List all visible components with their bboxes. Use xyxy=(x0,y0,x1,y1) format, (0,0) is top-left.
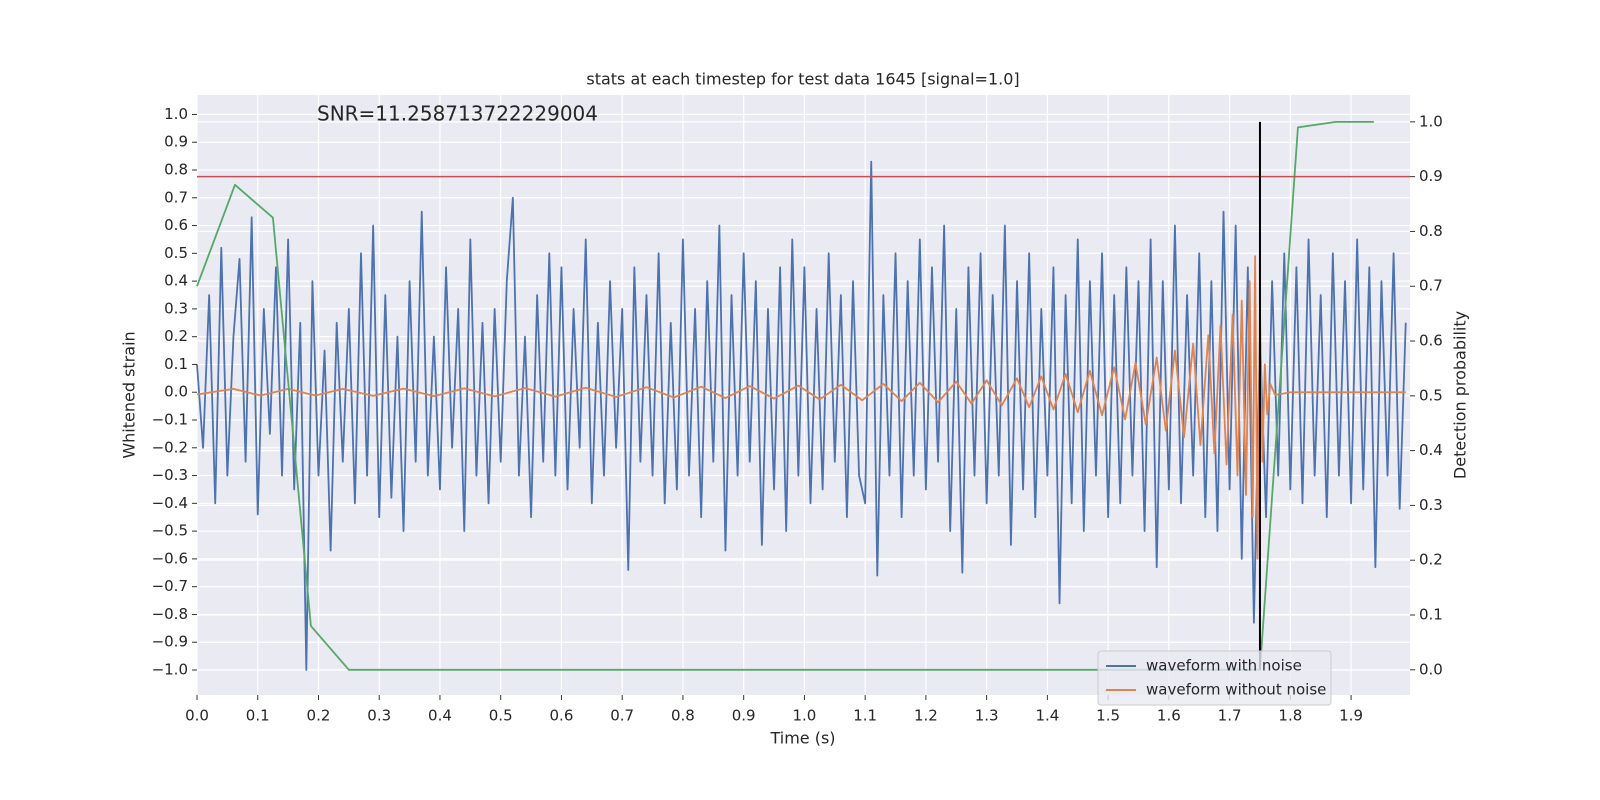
y-tick-label: −0.7 xyxy=(152,577,188,595)
x-tick-label: 1.0 xyxy=(792,707,816,725)
y-tick-label: 0.7 xyxy=(164,188,188,206)
x-tick-label: 0.4 xyxy=(428,707,452,725)
series-line xyxy=(196,160,1407,671)
y2-tick-label: 0.5 xyxy=(1419,386,1443,404)
x-tick-label: 0.5 xyxy=(489,707,513,725)
legend-box xyxy=(1097,650,1332,706)
y-tick-label: −0.1 xyxy=(152,411,188,429)
x-tick-label: 0.2 xyxy=(307,707,331,725)
x-tick-label: 1.9 xyxy=(1339,707,1363,725)
y2-tick-label: 0.2 xyxy=(1419,551,1443,569)
legend: waveform with noise waveform without nois… xyxy=(1097,650,1332,706)
chart-title: stats at each timestep for test data 164… xyxy=(586,70,1019,89)
x-tick-label: 1.6 xyxy=(1157,707,1181,725)
y2-tick-label: 0.4 xyxy=(1419,441,1443,459)
y2-tick-label: 0.7 xyxy=(1419,277,1443,295)
y-tick-label: 0.1 xyxy=(164,355,188,373)
y-tick-label: 0.0 xyxy=(164,383,188,401)
y-tick-label: −0.6 xyxy=(152,549,188,567)
y-tick-label: 0.5 xyxy=(164,244,188,262)
x-axis-label: Time (s) xyxy=(769,729,835,748)
x-tick-label: 0.9 xyxy=(732,707,756,725)
x-tick-label: 1.2 xyxy=(914,707,938,725)
y-tick-label: −0.8 xyxy=(152,605,188,623)
y-tick-label: −0.2 xyxy=(152,438,188,456)
marks xyxy=(196,120,1410,671)
y-tick-label: −1.0 xyxy=(152,661,188,679)
x-tick-label: 1.5 xyxy=(1096,707,1120,725)
y2-tick-label: 0.9 xyxy=(1419,167,1443,185)
annotation: SNR=11.258713722229004 xyxy=(317,102,598,126)
x-tick-label: 0.0 xyxy=(185,707,209,725)
x-tick-label: 1.7 xyxy=(1218,707,1242,725)
y-tick-label: 0.2 xyxy=(164,327,188,345)
y-tick-label: −0.9 xyxy=(152,633,188,651)
y-tick-label: 0.4 xyxy=(164,272,188,290)
x-tick-label: 0.6 xyxy=(550,707,574,725)
y2-axis-label: Detection probability xyxy=(1451,311,1470,479)
y-tick-label: 0.6 xyxy=(164,216,188,234)
y2-tick-label: 0.8 xyxy=(1419,222,1443,240)
legend-label: waveform with noise xyxy=(1146,657,1302,675)
y2-tick-label: 0.3 xyxy=(1419,496,1443,514)
y2-tick-label: 1.0 xyxy=(1419,112,1443,130)
x-tick-label: 1.8 xyxy=(1278,707,1302,725)
series-line xyxy=(196,255,1406,560)
x-tick-label: 0.8 xyxy=(671,707,695,725)
x-tick-label: 1.1 xyxy=(853,707,877,725)
legend-label: waveform without noise xyxy=(1146,681,1326,699)
y-tick-label: −0.5 xyxy=(152,522,188,540)
y-tick-label: 0.9 xyxy=(164,133,188,151)
x-tick-label: 0.7 xyxy=(610,707,634,725)
y-tick-label: −0.3 xyxy=(152,466,188,484)
x-tick-label: 0.1 xyxy=(246,707,270,725)
y-tick-label: 0.3 xyxy=(164,299,188,317)
y-axis-label: Whitened strain xyxy=(120,331,139,458)
y2-tick-label: 0.6 xyxy=(1419,332,1443,350)
y-tick-label: 1.0 xyxy=(164,105,188,123)
y-tick-label: −0.4 xyxy=(152,494,188,512)
y-tick-label: 0.8 xyxy=(164,161,188,179)
axes: 0.0 0.1 0.2 0.3 0.4 0.5 0.6 0.7 0.8 0.9 1.0 1.1 1.2 1… xyxy=(152,105,1443,725)
x-tick-label: 1.4 xyxy=(1035,707,1059,725)
x-tick-label: 0.3 xyxy=(367,707,391,725)
x-tick-label: 1.3 xyxy=(975,707,999,725)
y2-tick-label: 0.0 xyxy=(1419,660,1443,678)
y2-tick-label: 0.1 xyxy=(1419,606,1443,624)
